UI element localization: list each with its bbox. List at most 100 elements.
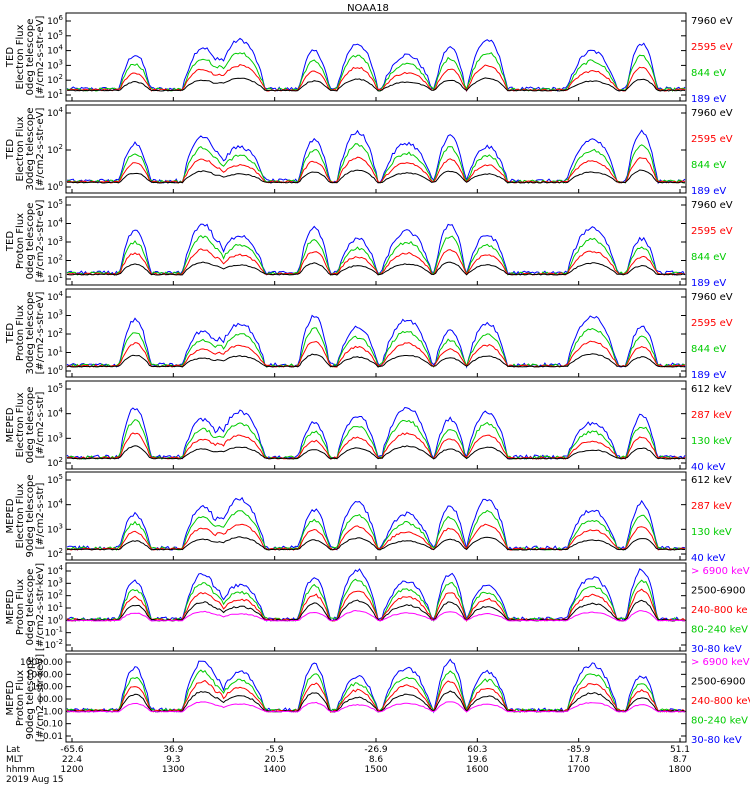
- y-tick-label: 104: [47, 498, 63, 511]
- legend-entry: 7960 eV: [691, 108, 733, 119]
- series-trace: [66, 129, 686, 185]
- legend-entry: 40 keV: [691, 553, 725, 564]
- series-trace: [67, 701, 686, 713]
- y-tick-label: 105: [47, 382, 63, 395]
- x-tick-label: 8.7: [673, 755, 687, 765]
- legend-entry: 844 eV: [691, 252, 726, 263]
- legend-entry: 40 keV: [691, 462, 725, 473]
- series-trace: [66, 169, 686, 184]
- x-tick-label: 17.8: [569, 755, 589, 765]
- legend-entry: 130 keV: [691, 436, 732, 447]
- y-tick-label: 104: [47, 407, 63, 420]
- series-trace: [66, 679, 686, 713]
- y-tick-label: 104: [47, 217, 63, 230]
- legend-entry: 287 keV: [691, 410, 732, 421]
- series-trace: [66, 609, 686, 622]
- y-tick-label: 101: [47, 346, 63, 359]
- series-trace: [66, 261, 686, 276]
- x-tick-label: -5.9: [266, 745, 284, 755]
- panel-8: 0.01 0.10 1.00 10.00 100.00 1000.00 10000.00ME…: [5, 653, 750, 746]
- legend-entry: 240-800 ke: [691, 605, 748, 616]
- y-tick-label: 103: [47, 58, 63, 71]
- legend-entry: 189 eV: [691, 186, 726, 197]
- series-trace: [66, 64, 686, 92]
- y-axis-label: MEPEDElectron Flux90deg telescope[#/cm2-…: [5, 474, 46, 557]
- legend-entry: 130 keV: [691, 527, 732, 538]
- x-tick-label: 1700: [567, 765, 590, 775]
- panel-frame: [65, 471, 687, 561]
- legend-entry: 2595 eV: [691, 134, 733, 145]
- legend-entry: 2500-6900: [691, 586, 746, 597]
- y-axis-label: TEDElectron Flux30deg telescope[#/cm2-s-…: [5, 107, 46, 190]
- series-trace: [66, 588, 686, 622]
- x-tick-label: 19.6: [467, 755, 487, 765]
- x-tick-label: 36.9: [163, 745, 183, 755]
- series-trace: [66, 419, 686, 460]
- y-tick-label: 105: [47, 473, 63, 486]
- y-tick-label: 100: [47, 613, 63, 626]
- legend-entry: 80-240 keV: [691, 625, 748, 636]
- legend-entry: 80-240 keV: [691, 716, 748, 727]
- legend-entry: 612 keV: [691, 384, 732, 395]
- y-tick-label: 106: [47, 14, 63, 27]
- legend-entry: 2595 eV: [691, 226, 733, 237]
- chart-title: NOAA18: [347, 3, 389, 14]
- x-tick-label: 60.3: [467, 745, 487, 755]
- series-trace: [66, 353, 686, 368]
- series-trace: [66, 327, 686, 368]
- y-tick-label: 0.10: [43, 720, 63, 730]
- y-tick-label: 102: [47, 327, 63, 340]
- y-tick-label: 10-2: [45, 638, 63, 651]
- y-tick-label: 105: [47, 198, 63, 211]
- legend-entry: 30-80 keV: [691, 644, 742, 655]
- y-tick-label: 100: [47, 364, 63, 377]
- y-tick-label: 10000.00: [20, 658, 63, 668]
- legend-entry: 612 keV: [691, 475, 732, 486]
- y-tick-label: 102: [47, 456, 63, 469]
- x-tick-label: 22.4: [62, 755, 82, 765]
- legend-entry: 2500-6900: [691, 677, 746, 688]
- series-trace: [66, 523, 686, 551]
- legend-entry: 7960 eV: [691, 16, 733, 27]
- y-tick-label: 10-1: [45, 626, 63, 639]
- series-trace: [66, 669, 686, 713]
- y-tick-label: 101: [47, 601, 63, 614]
- legend-entry: 844 eV: [691, 344, 726, 355]
- x-tick-label: -26.9: [364, 745, 388, 755]
- y-tick-label: 103: [47, 235, 63, 248]
- series-trace: [66, 536, 685, 551]
- y-tick-label: 103: [47, 309, 63, 322]
- y-axis-label: TEDElectron Flux0deg telescope[#/cm2-s-s…: [5, 16, 46, 99]
- y-tick-label: 105: [47, 29, 63, 42]
- y-tick-label: 104: [47, 44, 63, 57]
- legend-entry: 7960 eV: [691, 200, 733, 211]
- date-label: 2019 Aug 15: [6, 775, 64, 785]
- y-tick-label: 102: [47, 143, 63, 156]
- x-tick-label: 1300: [162, 765, 185, 775]
- legend-entry: 189 eV: [691, 278, 726, 289]
- legend-entry: > 6900 keV: [691, 657, 750, 668]
- x-tick-label: -85.9: [567, 745, 591, 755]
- x-tick-label: 9.3: [166, 755, 180, 765]
- x-tick-label: 1500: [365, 765, 388, 775]
- y-tick-label: 103: [47, 431, 63, 444]
- legend-entry: 2595 eV: [691, 318, 733, 329]
- panel-frame: [65, 104, 687, 194]
- series-trace: [66, 37, 686, 93]
- legend-entry: 189 eV: [691, 370, 726, 381]
- x-tick-label: 1200: [61, 765, 84, 775]
- y-tick-label: 102: [47, 547, 63, 560]
- y-axis-label: MEPEDProton Flux0deg telescope[#/cm2-s-s…: [5, 563, 46, 651]
- x-row-label: MLT: [6, 755, 24, 765]
- x-row-label: Lat: [6, 745, 21, 755]
- series-trace: [66, 52, 686, 92]
- y-tick-label: 101: [47, 88, 63, 101]
- x-tick-label: 1800: [669, 765, 692, 775]
